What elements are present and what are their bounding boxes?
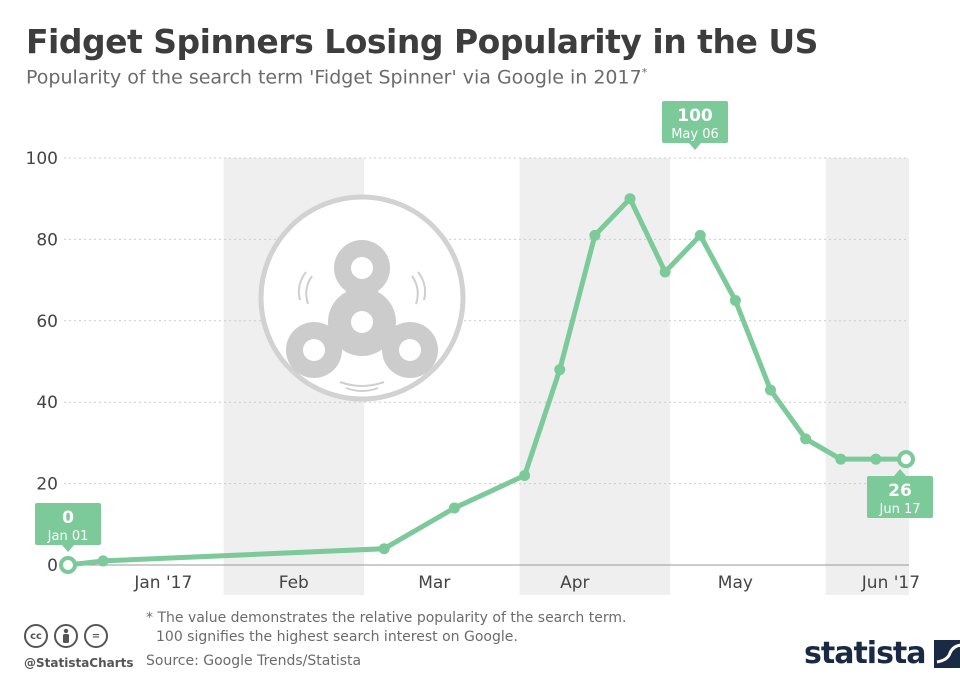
x-tick-label: May <box>718 573 753 593</box>
annotation-date: Jan 01 <box>47 529 89 544</box>
x-tick-labels: Jan '17 Feb Mar Apr May Jun '17 <box>133 573 920 593</box>
subtitle-text: Popularity of the search term 'Fidget Sp… <box>26 66 642 89</box>
data-point <box>800 433 812 445</box>
y-tick-label: 100 <box>26 149 58 169</box>
annotation-pointer <box>62 545 74 552</box>
data-point <box>589 229 601 241</box>
data-point <box>448 502 460 514</box>
cc-icon: cc <box>24 624 48 648</box>
license-icons: cc = <box>24 624 108 648</box>
x-tick-label: Jan '17 <box>133 573 192 593</box>
data-point-end <box>59 556 77 574</box>
annotation-value: 0 <box>62 508 74 528</box>
data-point <box>554 364 566 376</box>
subtitle-footnote-mark: * <box>641 66 648 79</box>
footnote-line-2: 100 signifies the highest search interes… <box>156 629 518 645</box>
y-tick-labels: 0 20 40 60 80 100 <box>26 149 58 576</box>
data-point-end <box>897 450 915 469</box>
data-point <box>835 453 847 465</box>
data-point <box>624 193 636 205</box>
series-polyline <box>65 196 909 568</box>
month-band <box>519 158 671 595</box>
footnote: * The value demonstrates the relative po… <box>146 609 626 647</box>
series-line <box>65 196 909 568</box>
statista-logo-icon <box>933 639 960 668</box>
y-tick-label: 20 <box>36 475 58 495</box>
chart-subtitle: Popularity of the search term 'Fidget Sp… <box>26 66 647 88</box>
chart-title: Fidget Spinners Losing Popularity in the… <box>26 22 818 61</box>
y-tick-label: 60 <box>36 312 58 332</box>
data-points <box>59 193 915 574</box>
annotation-value: 100 <box>677 106 713 126</box>
x-tick-label: Jun '17 <box>861 573 920 593</box>
data-point <box>729 294 741 306</box>
brand-name: statista <box>804 636 927 671</box>
data-point <box>659 266 671 278</box>
data-point <box>519 469 531 481</box>
annotation-pointer <box>689 143 701 150</box>
annotation-box <box>662 101 728 143</box>
x-tick-label: Mar <box>418 573 450 593</box>
annotation-box <box>35 503 101 545</box>
annotation-date: Jun 17 <box>879 502 921 517</box>
annotation-box <box>867 476 933 518</box>
data-point <box>765 384 777 396</box>
footnote-line-1: * The value demonstrates the relative po… <box>146 610 627 626</box>
data-point <box>694 229 706 241</box>
data-point <box>870 453 882 465</box>
x-tick-label: Feb <box>279 573 309 593</box>
annotation-date: May 06 <box>671 127 719 142</box>
y-tick-label: 40 <box>36 393 58 413</box>
fidget-spinner-icon <box>258 194 466 402</box>
annotation-pointer <box>894 469 906 476</box>
y-tick-label: 0 <box>47 556 58 576</box>
attribution-icon <box>54 624 78 648</box>
y-tick-label: 80 <box>36 230 58 250</box>
x-tick-label: Apr <box>560 573 589 593</box>
data-point <box>378 543 390 555</box>
no-derivatives-icon: = <box>84 624 108 648</box>
statista-logo: statista <box>804 636 960 671</box>
data-point <box>97 555 109 567</box>
twitter-handle: @StatistaCharts <box>24 656 134 670</box>
month-band <box>825 158 909 595</box>
annotation-value: 26 <box>888 481 912 501</box>
source-note: Source: Google Trends/Statista <box>146 653 362 669</box>
gridlines <box>64 157 909 566</box>
